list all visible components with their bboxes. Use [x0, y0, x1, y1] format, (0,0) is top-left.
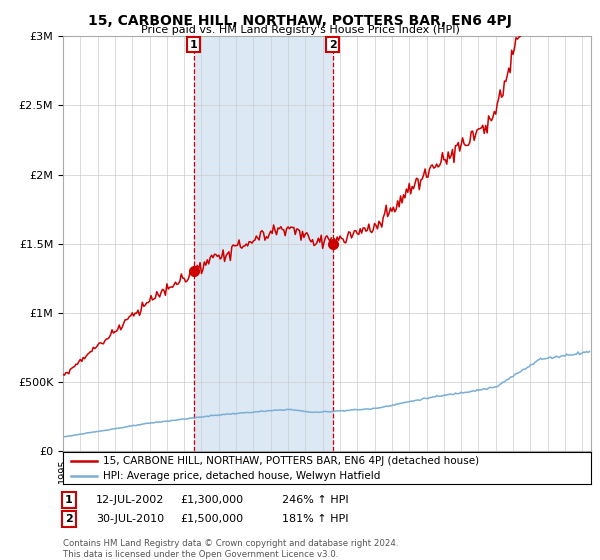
Text: Contains HM Land Registry data © Crown copyright and database right 2024.: Contains HM Land Registry data © Crown c…	[63, 539, 398, 548]
Text: 1: 1	[190, 40, 197, 50]
Text: 15, CARBONE HILL, NORTHAW, POTTERS BAR, EN6 4PJ (detached house): 15, CARBONE HILL, NORTHAW, POTTERS BAR, …	[103, 456, 479, 466]
Text: £1,500,000: £1,500,000	[180, 514, 243, 524]
Text: 246% ↑ HPI: 246% ↑ HPI	[282, 495, 349, 505]
Text: HPI: Average price, detached house, Welwyn Hatfield: HPI: Average price, detached house, Welw…	[103, 472, 380, 481]
Text: £1,300,000: £1,300,000	[180, 495, 243, 505]
Text: 30-JUL-2010: 30-JUL-2010	[96, 514, 164, 524]
Text: 2: 2	[65, 514, 73, 524]
Text: 181% ↑ HPI: 181% ↑ HPI	[282, 514, 349, 524]
Text: 15, CARBONE HILL, NORTHAW, POTTERS BAR, EN6 4PJ: 15, CARBONE HILL, NORTHAW, POTTERS BAR, …	[88, 14, 512, 28]
Text: 2: 2	[329, 40, 337, 50]
Text: This data is licensed under the Open Government Licence v3.0.: This data is licensed under the Open Gov…	[63, 550, 338, 559]
Text: 1: 1	[65, 495, 73, 505]
Bar	[194, 36, 333, 451]
Text: 12-JUL-2002: 12-JUL-2002	[96, 495, 164, 505]
Text: Price paid vs. HM Land Registry's House Price Index (HPI): Price paid vs. HM Land Registry's House …	[140, 25, 460, 35]
